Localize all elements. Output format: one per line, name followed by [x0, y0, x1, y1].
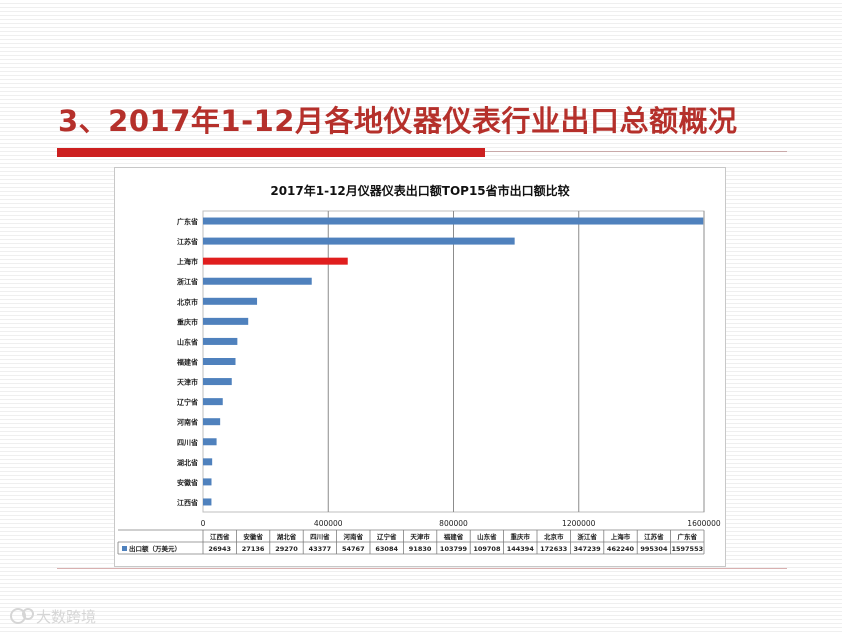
- table-header-cell: 河南省: [344, 532, 364, 541]
- table-value-cell: 26943: [208, 545, 231, 553]
- y-category-label: 辽宁省: [177, 398, 198, 407]
- x-tick-label: 800000: [439, 519, 468, 528]
- bar: [203, 498, 212, 506]
- bar: [203, 358, 236, 365]
- table-value-cell: 29270: [275, 545, 298, 553]
- table-header-cell: 江苏省: [644, 532, 664, 541]
- bar: [203, 297, 258, 305]
- table-value-cell: 91830: [409, 545, 432, 553]
- y-category-label: 安徽省: [177, 478, 198, 487]
- bar: [203, 337, 238, 345]
- bar: [203, 438, 217, 446]
- y-category-label: 河南省: [177, 418, 198, 427]
- table-header-cell: 广东省: [678, 532, 698, 541]
- y-category-label: 福建省: [176, 358, 198, 367]
- bar: [203, 418, 221, 426]
- table-header-cell: 四川省: [310, 532, 330, 541]
- x-tick-label: 1600000: [687, 519, 721, 528]
- watermark-text: 大数跨境: [36, 608, 97, 626]
- table-value-cell: 172633: [540, 545, 567, 553]
- y-category-label: 广东省: [177, 217, 198, 226]
- table-header-cell: 安徽省: [243, 532, 263, 541]
- table-value-cell: 347239: [574, 545, 602, 553]
- table-header-cell: 福建省: [443, 532, 464, 541]
- y-category-label: 浙江省: [177, 277, 198, 286]
- title-underline-accent: [57, 148, 485, 157]
- table-header-cell: 天津市: [410, 532, 430, 541]
- bar: [203, 378, 232, 386]
- table-header-cell: 山东省: [477, 532, 497, 541]
- legend-label: 出口额（万美元）: [129, 544, 181, 553]
- y-category-label: 天津市: [177, 378, 198, 387]
- x-tick-label: 0: [201, 519, 206, 528]
- x-tick-label: 400000: [314, 519, 343, 528]
- table-header-cell: 辽宁省: [377, 532, 397, 541]
- y-category-label: 上海市: [177, 257, 198, 266]
- table-header-cell: 江西省: [210, 532, 230, 541]
- y-category-label: 山东省: [177, 337, 198, 346]
- y-category-label: 北京市: [177, 297, 198, 306]
- table-value-cell: 63084: [375, 545, 398, 553]
- bar: [203, 257, 348, 265]
- table-header-cell: 北京市: [544, 532, 564, 541]
- table-header-cell: 浙江省: [577, 532, 597, 541]
- bar: [203, 478, 212, 486]
- slide-bottom-rule: [57, 568, 787, 569]
- table-header-cell: 上海市: [611, 532, 631, 541]
- table-value-cell: 27136: [242, 545, 265, 553]
- bar: [203, 277, 312, 285]
- table-value-cell: 144394: [507, 545, 535, 553]
- table-value-cell: 1597553: [671, 545, 703, 553]
- bar: [203, 398, 223, 406]
- table-header-cell: 湖北省: [277, 532, 297, 541]
- chart-frame: 2017年1-12月仪器仪表出口额TOP15省市出口额比较 0 400000 800…: [114, 167, 726, 567]
- chart-title: 2017年1-12月仪器仪表出口额TOP15省市出口额比较: [270, 184, 570, 198]
- watermark-logo-icon: [10, 608, 34, 624]
- table-value-cell: 43377: [309, 545, 332, 553]
- bar: [203, 237, 515, 245]
- bar: [203, 317, 249, 325]
- table-value-cell: 103799: [440, 545, 468, 553]
- bar: [203, 217, 704, 225]
- y-category-label: 四川省: [177, 438, 198, 447]
- y-category-label: 江西省: [177, 498, 198, 507]
- y-category-label: 江苏省: [177, 237, 198, 246]
- bar: [203, 458, 213, 466]
- table-value-cell: 462240: [607, 545, 635, 553]
- table-value-cell: 54767: [342, 545, 365, 553]
- x-tick-label: 1200000: [562, 519, 596, 528]
- table-value-cell: 109708: [473, 545, 501, 553]
- y-category-label: 湖北省: [177, 458, 198, 467]
- bar-chart: 0 400000 800000 1200000 1600000江西省安徽省湖北省四川省河…: [117, 210, 721, 555]
- legend-swatch: [122, 546, 127, 551]
- table-header-cell: 重庆市: [511, 532, 531, 541]
- slide-title: 3、2017年1-12月各地仪器仪表行业出口总额概况: [58, 104, 738, 138]
- table-value-cell: 995304: [640, 545, 668, 553]
- y-category-label: 重庆市: [177, 317, 198, 326]
- title-underline-rule: [485, 151, 787, 152]
